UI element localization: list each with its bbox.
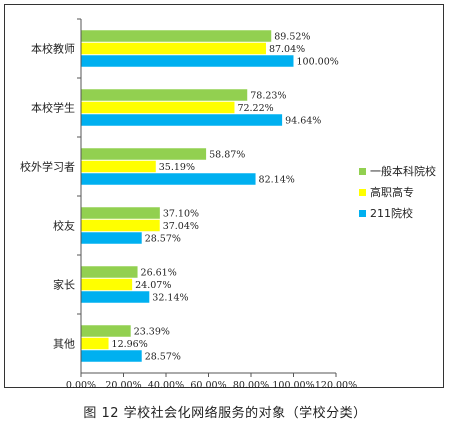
legend-swatch-1	[359, 168, 366, 175]
legend-label-3: 211院校	[370, 206, 413, 220]
bar-1-3	[81, 148, 207, 160]
x-tick-label-3: 40.00%	[148, 380, 184, 389]
data-label-2-3: 35.19%	[159, 162, 195, 173]
figure-caption: 图 12 学校社会化网络服务的对象（学校分类）	[83, 406, 367, 421]
legend-swatch-3	[359, 210, 366, 217]
category-label-5: 家长	[53, 278, 75, 292]
bar-2-5	[81, 278, 133, 291]
bar-1-1	[81, 30, 272, 42]
bar-3-3	[81, 173, 256, 185]
legend-label-1: 一般本科院校	[370, 164, 436, 178]
bar-2-2	[81, 101, 235, 114]
bar-1-4	[81, 207, 160, 219]
data-label-1-4: 37.10%	[163, 209, 199, 220]
category-label-1: 本校教师	[31, 42, 75, 56]
x-tick-label-7: 120.00%	[315, 380, 357, 389]
category-label-4: 校友	[53, 219, 75, 233]
category-label-3: 校外学习者	[20, 160, 75, 174]
bar-1-6	[81, 325, 131, 337]
data-label-1-2: 78.23%	[250, 91, 286, 102]
data-label-3-2: 94.64%	[285, 116, 321, 127]
category-label-6: 其他	[53, 338, 75, 351]
bar-3-5	[81, 291, 150, 303]
x-tick-label-6: 100.00%	[272, 380, 314, 389]
data-label-1-5: 26.61%	[141, 268, 177, 279]
data-label-3-4: 28.57%	[145, 234, 181, 245]
bar-1-2	[81, 89, 248, 101]
x-tick-label-5: 80.00%	[233, 380, 269, 389]
data-label-2-6: 12.96%	[112, 339, 148, 350]
x-tick-label-4: 60.00%	[190, 380, 226, 389]
x-tick-label-1: 0.00%	[66, 380, 96, 389]
bar-3-6	[81, 350, 142, 362]
data-label-3-5: 32.14%	[152, 293, 188, 304]
data-label-3-1: 100.00%	[297, 57, 339, 68]
bar-3-2	[81, 114, 283, 126]
bar-1-5	[81, 266, 138, 278]
data-label-2-1: 87.04%	[269, 44, 305, 55]
legend-label-2: 高职高专	[370, 185, 414, 199]
bar-2-3	[81, 160, 156, 173]
category-label-2: 本校学生	[31, 101, 75, 115]
data-label-2-2: 72.22%	[237, 103, 273, 114]
data-label-3-6: 28.57%	[145, 352, 181, 363]
data-label-1-3: 58.87%	[209, 150, 245, 161]
bar-3-1	[81, 55, 294, 67]
data-label-1-1: 89.52%	[274, 32, 310, 43]
data-label-1-6: 23.39%	[134, 327, 170, 338]
bar-2-6	[81, 337, 109, 350]
bar-2-1	[81, 42, 266, 55]
data-label-2-4: 37.04%	[163, 221, 199, 232]
legend-swatch-2	[359, 189, 366, 196]
chart-frame: 89.52% 87.04% 100.00% 本校教师 78.23% 72.22% 94.64…	[4, 4, 444, 389]
bar-chart: 89.52%87.04% 100.00% 本校教师 78.23%72.22% 94.64…	[20, 18, 436, 389]
data-label-2-5: 24.07%	[135, 280, 171, 291]
x-tick-label-2: 20.00%	[105, 380, 141, 389]
bar-2-4	[81, 219, 160, 232]
data-label-3-3: 82.14%	[259, 175, 295, 186]
bar-3-4	[81, 232, 142, 244]
